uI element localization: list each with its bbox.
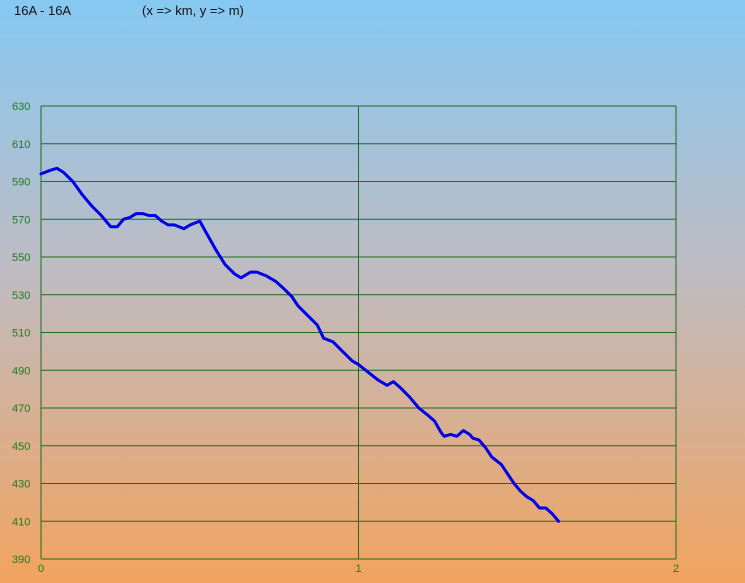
x-tick-label: 2: [673, 563, 679, 575]
y-tick-label: 610: [12, 139, 30, 151]
y-tick-label: 570: [12, 214, 30, 226]
chart-title: 16A - 16A: [14, 3, 72, 18]
y-tick-label: 530: [12, 290, 30, 302]
y-tick-label: 590: [12, 177, 30, 189]
grid: [40, 105, 677, 560]
y-tick-label: 510: [12, 328, 30, 340]
x-tick-label: 0: [38, 563, 44, 575]
chart-units-note: (x => km, y => m): [142, 3, 244, 18]
tick-labels: 390 410 430 450 470 490 510 530 550 570 590 610 630 0…: [12, 101, 679, 575]
y-tick-label: 630: [12, 101, 30, 113]
y-tick-label: 410: [12, 516, 30, 528]
x-tick-label: 1: [355, 563, 361, 575]
y-tick-label: 430: [12, 479, 30, 491]
elevation-line: [39, 166, 560, 523]
y-tick-label: 390: [12, 554, 30, 566]
y-tick-label: 490: [12, 365, 30, 377]
y-tick-label: 550: [12, 252, 30, 264]
y-tick-label: 470: [12, 403, 30, 415]
y-tick-label: 450: [12, 441, 30, 453]
